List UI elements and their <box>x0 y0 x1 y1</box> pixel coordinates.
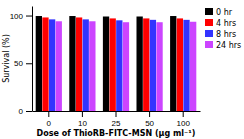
tick-mark <box>26 111 32 112</box>
bar <box>116 20 122 111</box>
bars <box>36 16 197 111</box>
tick-mark <box>26 16 32 17</box>
x-tick: 0 <box>47 111 52 128</box>
tick-label: 10 <box>78 119 87 128</box>
plot: 0 10 25 50 100 0 50 100 <box>10 7 201 128</box>
tick-label: 100 <box>177 119 191 128</box>
bar <box>42 17 48 111</box>
tick-label: 100 <box>10 12 24 21</box>
bar <box>89 21 95 111</box>
y-tick: 50 <box>14 59 32 68</box>
bar <box>83 19 89 111</box>
bar <box>69 16 75 111</box>
legend-item: 8 hrs <box>205 30 236 39</box>
y-tick: 100 <box>10 12 32 21</box>
bar <box>56 21 62 111</box>
tick-label: 50 <box>145 119 154 128</box>
bar <box>177 18 183 111</box>
bar <box>183 20 189 111</box>
x-tick: 10 <box>78 111 87 128</box>
tick-label: 25 <box>112 119 121 128</box>
y-tick: 0 <box>19 107 32 116</box>
tick-mark <box>82 111 83 117</box>
legend-swatch <box>205 19 213 26</box>
x-tick: 50 <box>145 111 154 128</box>
bar <box>156 22 162 111</box>
legend-label: 0 hr <box>216 8 233 17</box>
bar-series <box>36 16 177 111</box>
tick-mark <box>48 111 49 117</box>
chart: 0102550100050100Dose of ThioRB-FITC-MSN … <box>0 0 244 139</box>
bar-series <box>42 17 183 111</box>
bar <box>136 17 142 112</box>
tick-mark <box>183 111 184 117</box>
tick-mark <box>26 63 32 64</box>
x-tick: 100 <box>177 111 191 128</box>
x-tick: 25 <box>112 111 121 128</box>
legend-swatch <box>205 30 213 37</box>
tick-label: 0 <box>47 119 52 128</box>
legend: 0 hr 4 hrs 8 hrs 24 hrs <box>205 8 241 50</box>
axis-domain <box>32 7 33 112</box>
bar-series <box>49 19 190 111</box>
legend-label: 24 hrs <box>216 41 241 50</box>
tick-label: 0 <box>19 107 24 116</box>
y-axis: 0 50 100 <box>10 7 33 117</box>
x-axis: 0 10 25 50 100 <box>33 111 201 128</box>
x-axis-title: Dose of ThioRB-FITC-MSN (μg ml⁻¹) <box>37 129 196 138</box>
tick-mark <box>116 111 117 117</box>
bar <box>49 19 55 111</box>
bar <box>190 22 196 111</box>
tick-label: 50 <box>14 59 23 68</box>
legend-swatch <box>205 41 213 48</box>
legend-swatch <box>205 8 213 15</box>
bar <box>123 22 129 111</box>
legend-label: 8 hrs <box>216 30 236 39</box>
bar <box>36 16 42 111</box>
legend-item: 0 hr <box>205 8 233 17</box>
bar <box>103 17 109 112</box>
legend-item: 4 hrs <box>205 19 236 28</box>
y-axis-title: Survival (%) <box>2 34 11 83</box>
bar <box>76 17 82 111</box>
bar-series <box>56 21 197 111</box>
tick-mark <box>149 111 150 117</box>
bar <box>150 20 156 111</box>
legend-label: 4 hrs <box>216 19 236 28</box>
bar <box>170 16 176 111</box>
legend-item: 24 hrs <box>205 41 241 50</box>
bar <box>143 18 149 111</box>
bar <box>110 18 116 111</box>
